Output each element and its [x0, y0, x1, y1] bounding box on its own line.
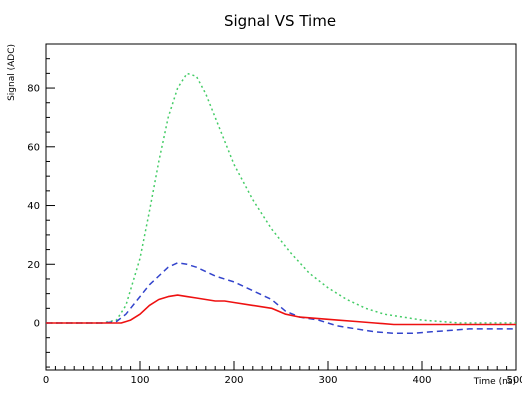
x-tick-label: 400	[412, 375, 431, 386]
x-tick-label: 200	[224, 375, 243, 386]
y-tick-label: 20	[27, 260, 40, 271]
series-line-1	[46, 72, 516, 324]
series-line-2	[46, 262, 516, 335]
x-axis-label: Time (ns)	[473, 377, 516, 387]
x-tick-label: 500	[506, 375, 522, 386]
series-line-3	[46, 294, 516, 326]
y-axis-label: Signal (ADC)	[7, 44, 17, 101]
x-tick-label: 0	[43, 375, 49, 386]
y-tick-label: 60	[27, 142, 40, 153]
y-tick-label: 0	[34, 319, 40, 330]
y-tick-label: 40	[27, 201, 40, 212]
x-tick-label: 300	[318, 375, 337, 386]
y-tick-label: 80	[27, 84, 40, 95]
x-tick-label: 100	[130, 375, 149, 386]
series-layer	[46, 72, 516, 335]
chart-title: Signal VS Time	[224, 12, 336, 30]
axes-layer: 0 100 200 300 400 500 0 20 40 60 80	[27, 58, 522, 386]
